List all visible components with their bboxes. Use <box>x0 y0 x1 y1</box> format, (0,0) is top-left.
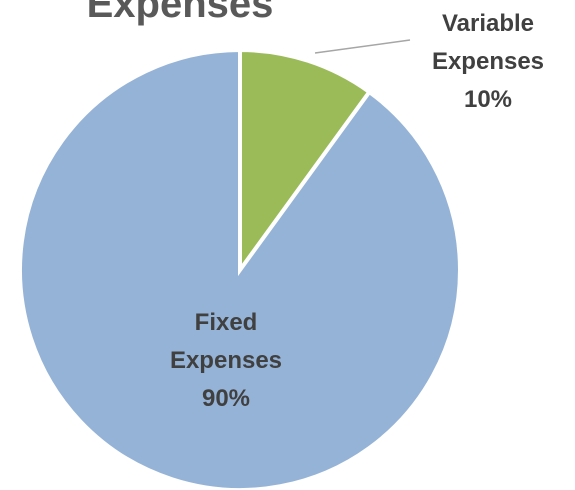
pie-slice <box>18 47 462 490</box>
category-label: Variable Expenses <box>431 10 545 75</box>
data-label: Fixed Expenses 90% <box>140 304 312 418</box>
leader-line <box>314 39 411 54</box>
value-label: 10% <box>463 86 513 113</box>
category-label: Fixed Expenses <box>169 309 283 374</box>
chart-title: Expenses <box>86 0 274 26</box>
data-label: Variable Expenses 10% <box>410 5 566 119</box>
value-label: 90% <box>201 385 251 412</box>
pie-slice <box>238 47 373 277</box>
